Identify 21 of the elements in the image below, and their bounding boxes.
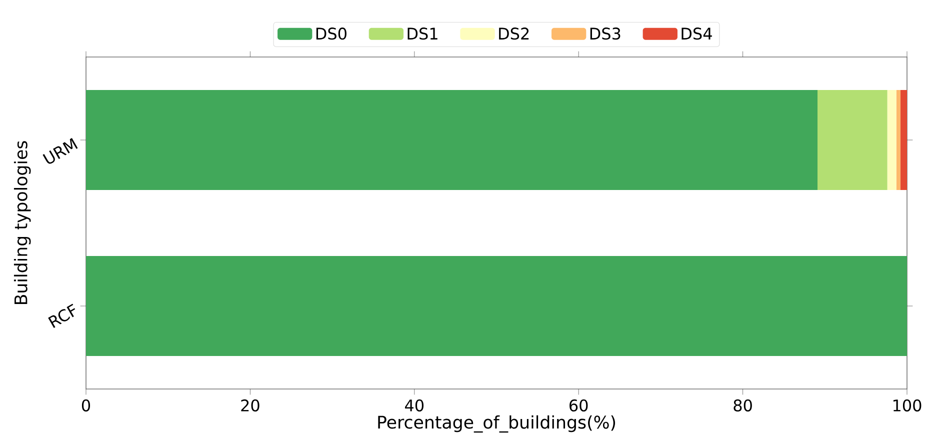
x-axis-title: Percentage_of_buildings(%)	[378, 415, 616, 433]
legend-label: DS1	[408, 28, 438, 40]
x-tick-label: 40	[404, 399, 424, 412]
x-tick-label: 60	[570, 399, 588, 412]
bar	[887, 90, 896, 190]
y-axis-title: Building typologies	[14, 141, 31, 304]
bar	[86, 90, 818, 190]
bar	[900, 90, 908, 190]
legend-label: DS3	[590, 28, 620, 40]
y-tick-label: RCF	[48, 304, 76, 328]
legend-label: DS4	[682, 28, 712, 40]
x-tick-label: 80	[734, 399, 752, 412]
bar	[896, 90, 900, 190]
x-tick-label: 20	[241, 399, 260, 412]
x-tick-label: 100	[893, 399, 922, 412]
legend-label: DS0	[316, 28, 346, 40]
y-tick-label: URM	[42, 138, 78, 164]
bar	[818, 90, 888, 190]
x-tick-label: 0	[82, 399, 90, 412]
bar	[86, 256, 908, 356]
legend-label: DS2	[499, 28, 529, 40]
